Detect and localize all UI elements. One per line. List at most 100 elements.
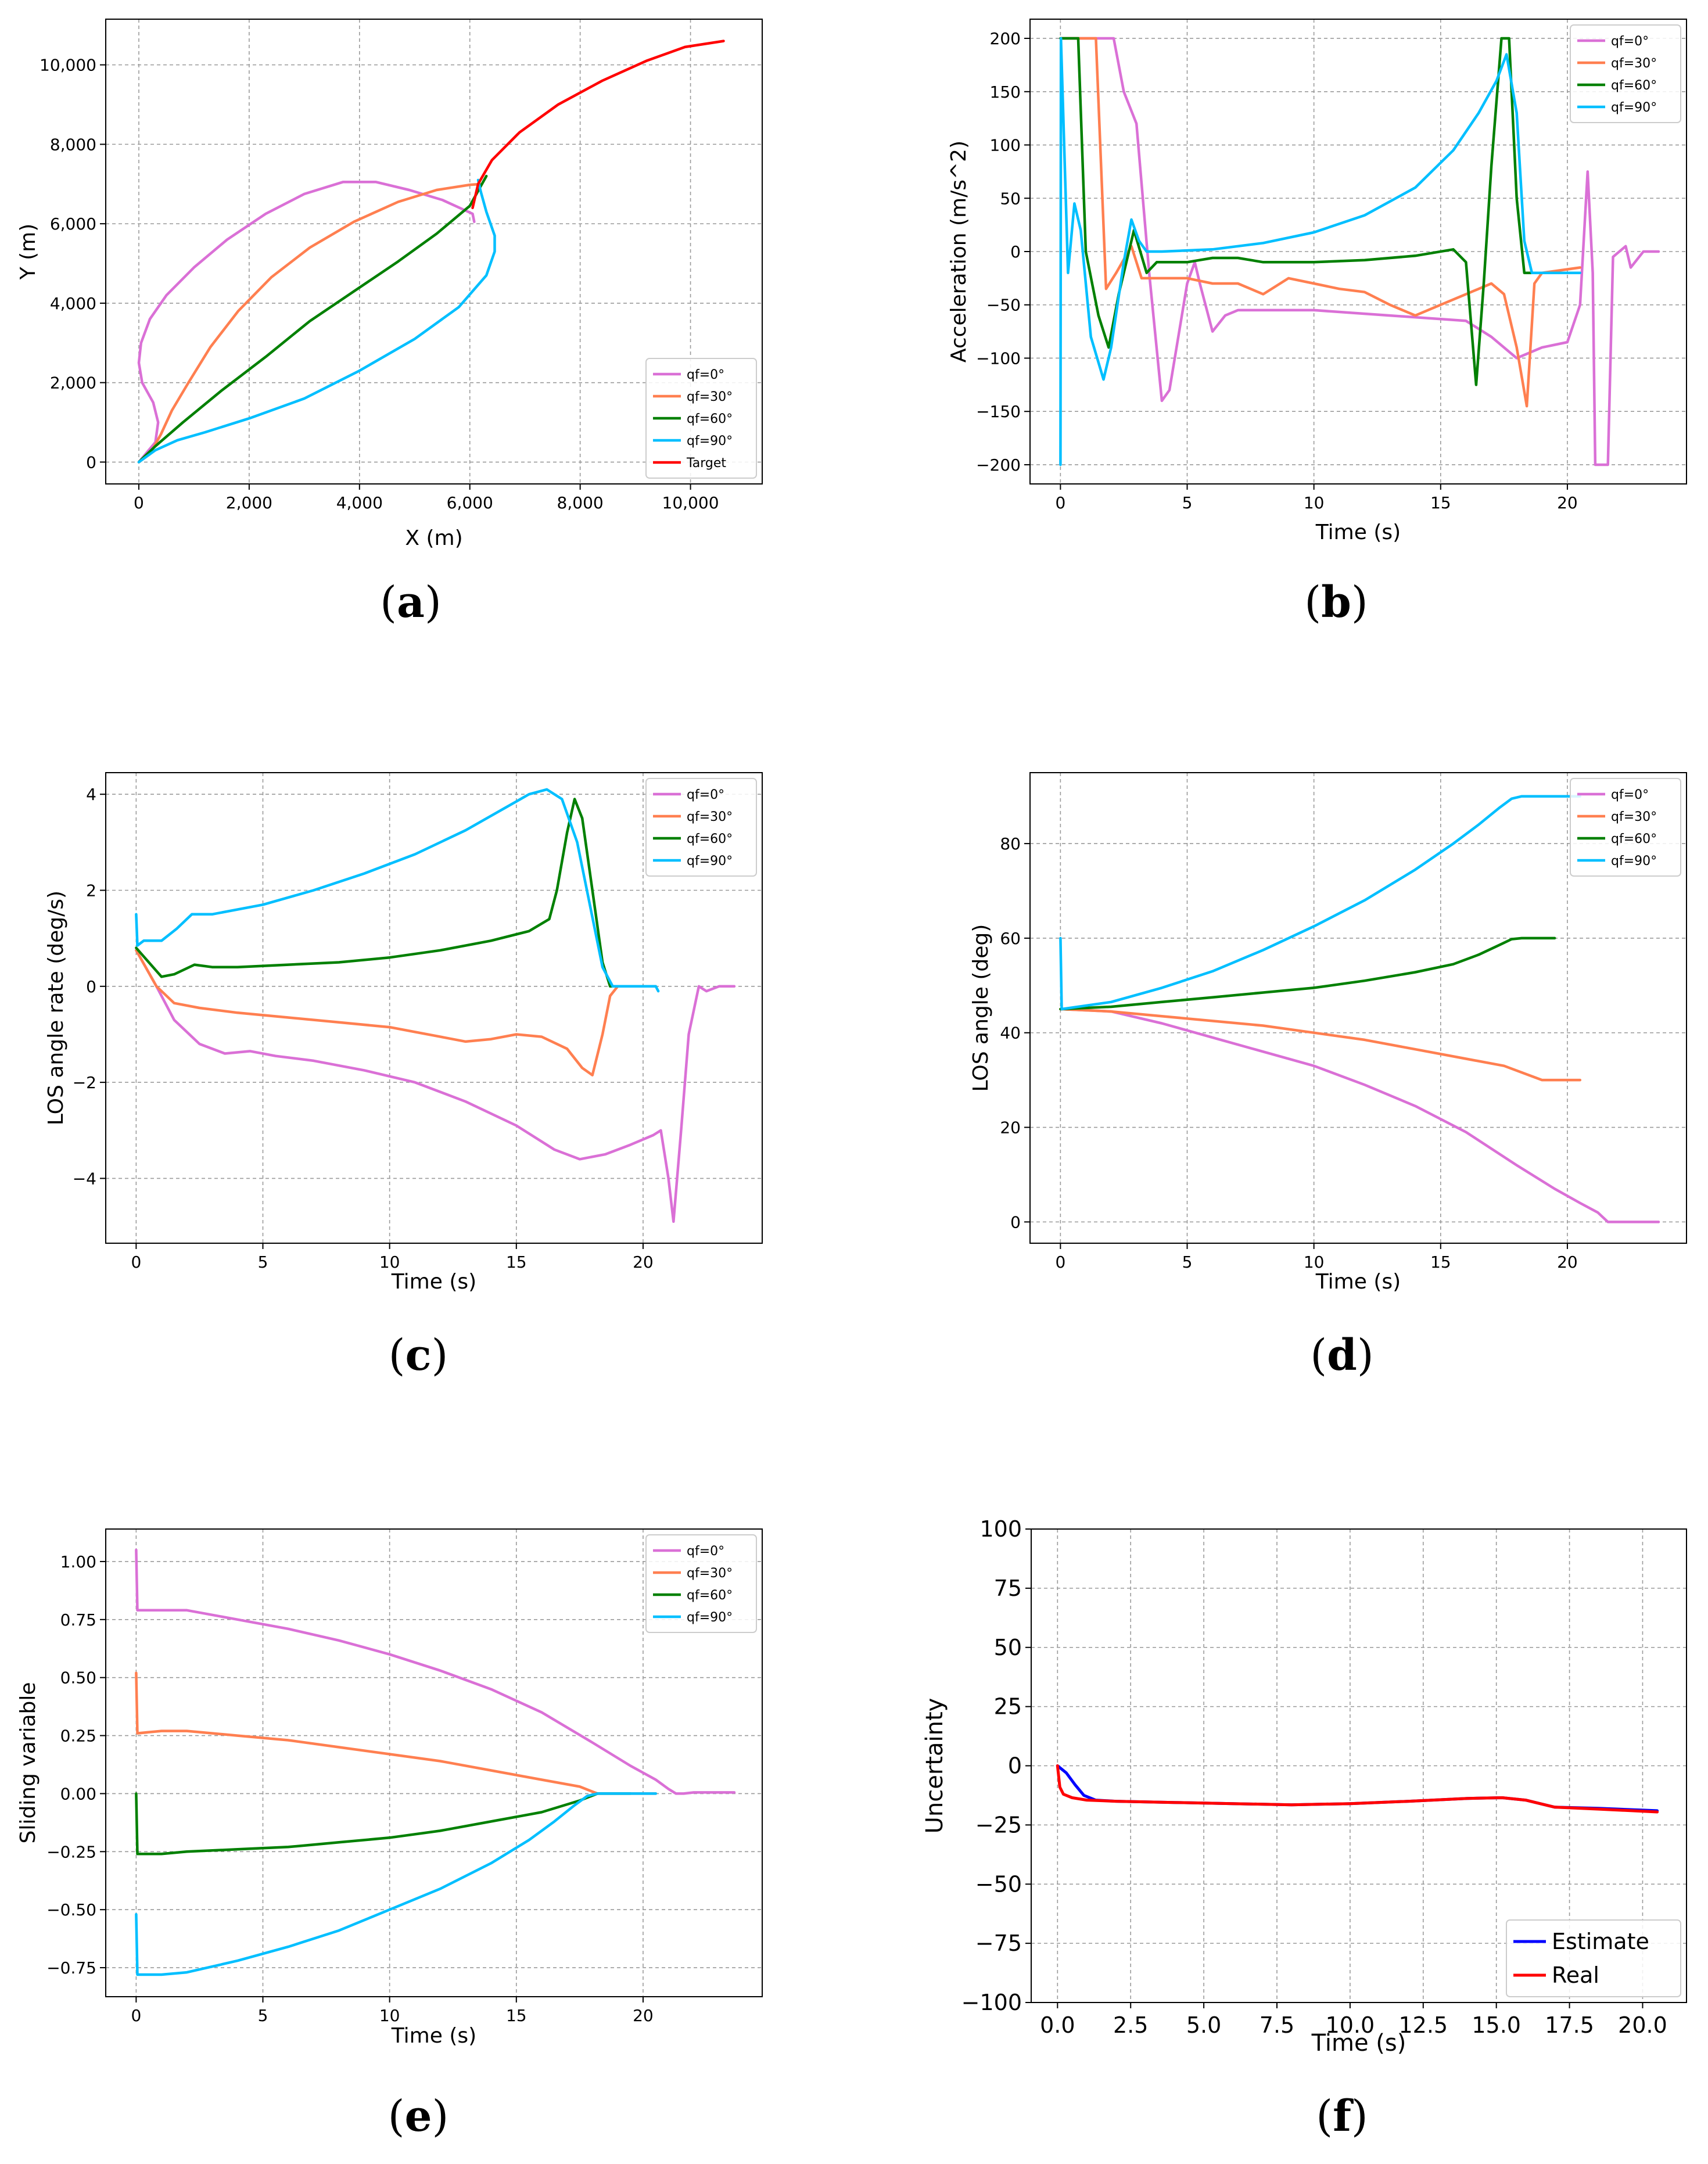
series-line-qf-30-	[1059, 37, 1582, 408]
chart-panel-f: 0.0 2.5 5.0 7.5 10.0 12.5 15.0 17.5 20.0 −100 −75 −…	[921, 1516, 1687, 2141]
x-tick-label: 15	[1430, 1253, 1451, 1272]
legend-label: Estimate	[1552, 1929, 1649, 1954]
y-tick-label: −0.25	[46, 1842, 96, 1861]
legend-label: qf=60°	[687, 1588, 733, 1603]
x-tick-label: 7.5	[1260, 2012, 1294, 2038]
series-line-qf-60-	[135, 798, 619, 988]
x-tick-label: 17.5	[1545, 2012, 1594, 2038]
y-axis-label: LOS angle (deg)	[969, 924, 993, 1092]
y-tick-label: 60	[1000, 929, 1021, 948]
y-tick-label: 0	[1010, 242, 1021, 261]
series-line-qf-60-	[1059, 37, 1538, 386]
y-tick-label: 0	[1010, 1212, 1021, 1232]
y-tick-label: 50	[994, 1635, 1022, 1660]
x-tick-label: 5	[1182, 1253, 1193, 1272]
y-tick-label: 20	[1000, 1118, 1021, 1137]
panel-caption: (b)	[1304, 577, 1368, 627]
x-tick-label: 4,000	[336, 493, 383, 512]
x-tick-label: 20	[1557, 1253, 1578, 1272]
caption-close: )	[425, 577, 442, 627]
series-line-qf-0-	[1059, 1007, 1660, 1223]
y-tick-label: 100	[990, 136, 1021, 155]
y-axis-label: LOS angle rate (deg/s)	[44, 891, 68, 1125]
legend-box	[1570, 24, 1681, 123]
legend-label: qf=60°	[687, 832, 733, 846]
y-tick-label: −50	[986, 296, 1021, 315]
x-tick-label: 0	[131, 2006, 141, 2025]
y-tick-label: 0	[1008, 1753, 1022, 1779]
caption-open: (	[389, 1330, 406, 1380]
legend-box	[1506, 1919, 1681, 1997]
y-tick-label: 2,000	[50, 374, 96, 393]
legend-label: qf=30°	[687, 1566, 733, 1581]
panel-caption: (d)	[1310, 1330, 1374, 1380]
y-tick-label: 200	[990, 29, 1021, 48]
caption-close: )	[432, 1330, 448, 1380]
caption-open: (	[380, 577, 397, 627]
chart-panel-b: 0 5 10 15 20 −200 −150 −100 −50 0 50 100 150 200 Time …	[947, 19, 1687, 627]
x-tick-label: 2,000	[226, 493, 272, 512]
y-tick-label: 0.25	[60, 1727, 96, 1746]
series-line-qf-30-	[135, 949, 658, 1076]
caption-letter: f	[1333, 2091, 1354, 2141]
legend-label: qf=30°	[687, 390, 733, 404]
caption-close: )	[1351, 2091, 1368, 2141]
y-tick-label: 4	[86, 785, 96, 804]
x-tick-label: 5	[258, 2006, 268, 2025]
x-axis-label: Time (s)	[1315, 1270, 1401, 1294]
legend-label: qf=90°	[687, 434, 733, 448]
legend: qf=0° qf=30° qf=60° qf=90°	[645, 1534, 757, 1633]
x-axis-label: Time (s)	[391, 1270, 476, 1294]
y-tick-label: 40	[1000, 1024, 1021, 1043]
y-tick-label: 0.75	[60, 1610, 96, 1630]
legend-box	[645, 358, 757, 479]
x-tick-label: 10.0	[1326, 2012, 1375, 2038]
y-tick-label: 80	[1000, 834, 1021, 853]
x-tick-label: 15	[1430, 493, 1451, 512]
caption-letter: c	[405, 1330, 431, 1380]
legend-label: Real	[1552, 1962, 1599, 1988]
caption-close: )	[1357, 1330, 1374, 1380]
y-tick-label: −0.50	[46, 1900, 96, 1919]
y-tick-label: 75	[994, 1576, 1022, 1601]
x-tick-label: 12.5	[1398, 2012, 1448, 2038]
legend-box	[1570, 778, 1681, 877]
x-tick-label: 5	[1182, 493, 1193, 512]
legend-label: qf=0°	[687, 788, 724, 802]
legend-label: qf=90°	[1611, 854, 1657, 869]
caption-letter: a	[397, 577, 425, 627]
y-tick-label: −75	[975, 1930, 1022, 1956]
y-tick-label: −50	[975, 1871, 1022, 1897]
y-tick-label: 0	[86, 977, 96, 996]
y-tick-label: 50	[1000, 189, 1021, 208]
x-tick-label: 10,000	[662, 493, 719, 512]
y-axis-label: Y (m)	[16, 224, 40, 281]
x-tick-label: 10	[1304, 1253, 1325, 1272]
series-line-qf-0-	[135, 1548, 736, 1795]
series-line-qf-30-	[1059, 1007, 1582, 1082]
series-line-real	[1056, 1764, 1659, 1814]
x-tick-label: 0.0	[1040, 2012, 1075, 2038]
y-tick-label: 1.00	[60, 1552, 96, 1571]
panel-caption: (c)	[389, 1330, 448, 1380]
x-tick-label: 10	[379, 1253, 400, 1272]
x-tick-label: 2.5	[1113, 2012, 1148, 2038]
y-axis-label: Sliding variable	[16, 1682, 40, 1843]
x-tick-label: 15	[506, 2006, 527, 2025]
legend: qf=0° qf=30° qf=60° qf=90°	[645, 778, 757, 877]
x-axis-label: Time (s)	[391, 2024, 476, 2048]
series-line-qf-30-	[135, 1671, 658, 1795]
y-axis-label: Uncertainty	[921, 1698, 948, 1834]
series-line-qf-90-	[135, 1792, 658, 1976]
plot-frame	[105, 1528, 763, 1997]
caption-letter: e	[404, 2091, 432, 2141]
legend-label: qf=0°	[687, 368, 724, 382]
series-line-qf-90-	[137, 178, 496, 464]
y-tick-label: 2	[86, 881, 96, 900]
y-tick-label: 0.50	[60, 1668, 96, 1688]
legend-label: qf=90°	[687, 1610, 733, 1625]
plot-frame	[1031, 1528, 1687, 2003]
chart-panel-a: 0 2,000 4,000 6,000 8,000 10,000 0 2,000 4,000 6,…	[16, 19, 763, 627]
chart-panel-d: 0 5 10 15 20 0 20 40 60 80 Time (s) LOS angle (deg)…	[969, 772, 1687, 1380]
